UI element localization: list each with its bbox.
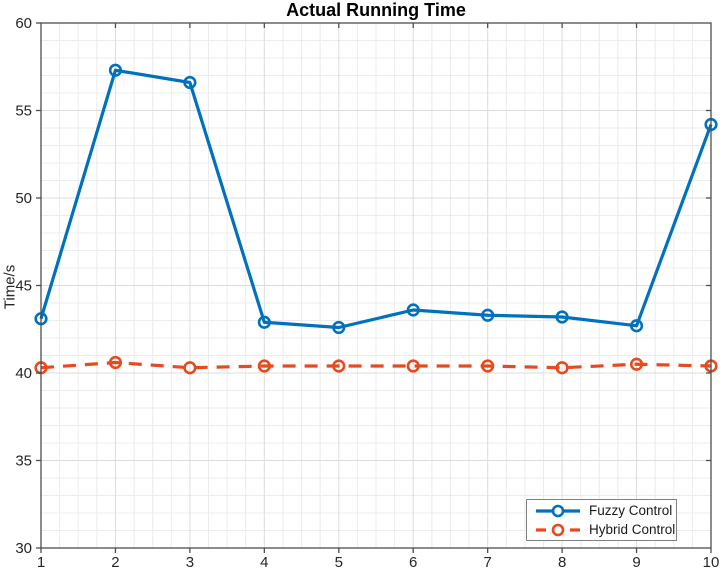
legend-item-fuzzy-control: Fuzzy Control	[535, 501, 676, 520]
y-tick-labels: 30 35 40 45 50 55 60	[15, 15, 32, 557]
svg-text:1: 1	[37, 554, 45, 571]
svg-text:10: 10	[703, 554, 720, 571]
legend-label-hybrid-control: Hybrid Control	[589, 522, 676, 537]
svg-text:40: 40	[15, 365, 32, 382]
svg-text:60: 60	[15, 15, 32, 32]
series-line-hybrid-control	[40, 360, 712, 370]
svg-text:8: 8	[558, 554, 566, 571]
legend-line-sample-fuzzy-control	[536, 504, 580, 517]
series-line-fuzzy-control	[39, 68, 713, 330]
circle-marker-icon	[551, 523, 565, 536]
svg-text:55: 55	[15, 103, 32, 120]
svg-text:2: 2	[111, 554, 119, 571]
circle-marker-icon	[551, 504, 565, 517]
svg-text:9: 9	[632, 554, 640, 571]
svg-text:50: 50	[15, 190, 32, 207]
svg-text:30: 30	[15, 540, 32, 557]
tick-marks	[36, 22, 712, 553]
svg-text:7: 7	[483, 554, 491, 571]
svg-text:35: 35	[15, 453, 32, 470]
legend-line-sample-hybrid-control	[536, 523, 580, 536]
svg-text:5: 5	[335, 554, 343, 571]
svg-text:45: 45	[15, 278, 32, 295]
legend: Fuzzy Control Hybrid Control	[526, 499, 677, 541]
legend-label-fuzzy-control: Fuzzy Control	[589, 503, 673, 518]
y-axis-label: Time/s	[1, 264, 19, 310]
x-tick-labels: 1 2 3 4 5 6 7 8 9 10	[37, 554, 720, 571]
legend-item-hybrid-control: Hybrid Control	[535, 520, 676, 539]
svg-text:6: 6	[409, 554, 417, 571]
chart-title: Actual Running Time	[286, 0, 466, 20]
svg-text:4: 4	[260, 554, 268, 571]
svg-text:3: 3	[186, 554, 194, 571]
